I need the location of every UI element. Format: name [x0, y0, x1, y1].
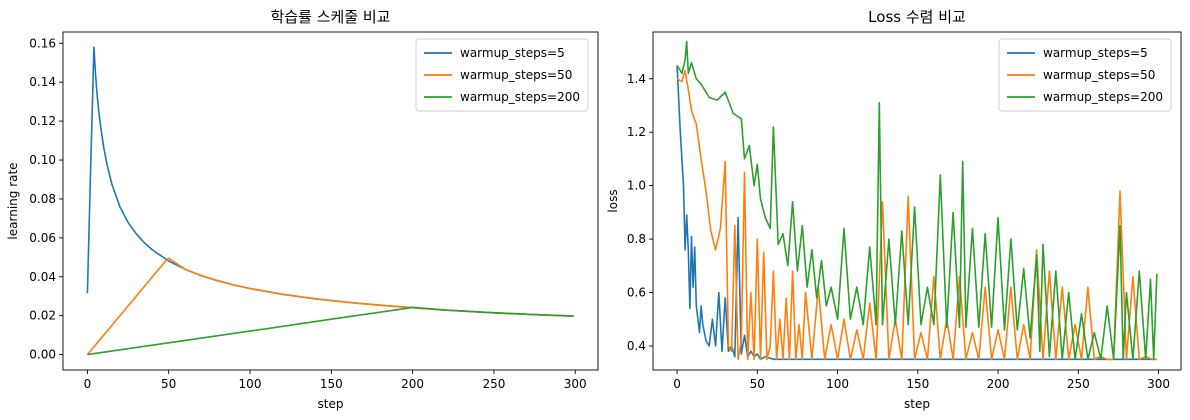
chart-panel-lr-schedule: 0 50 100 150 200 250 300 0.00 0.02 0.04 0.06 0.08 0.…	[6, 8, 599, 411]
chart-title: Loss 수렴 비교	[868, 8, 966, 26]
y-axis-label: learning rate	[6, 162, 20, 239]
y-tick-label: 0.08	[29, 192, 56, 206]
y-tick-label: 1.2	[627, 125, 646, 139]
legend-label: warmup_steps=5	[1043, 46, 1148, 60]
legend-label: warmup_steps=200	[1043, 90, 1163, 104]
x-tick-label: 50	[161, 377, 176, 391]
y-tick-label: 0.00	[29, 348, 56, 362]
chart-panel-loss-convergence: 0 50 100 150 200 250 300 0.4 0.6 0.8 1.0 1.2 1.4 Loss…	[606, 8, 1182, 411]
y-tick-label: 0.06	[29, 231, 56, 245]
x-tick-label: 100	[826, 377, 849, 391]
y-tick-label: 0.14	[29, 75, 56, 89]
x-tick-label: 200	[401, 377, 424, 391]
legend-label: warmup_steps=50	[1043, 68, 1155, 82]
x-tick-label: 250	[482, 377, 505, 391]
y-tick-label: 0.04	[29, 270, 56, 284]
legend-label: warmup_steps=5	[460, 46, 565, 60]
x-tick-label: 300	[564, 377, 587, 391]
legend: warmup_steps=5 warmup_steps=50 warmup_step…	[415, 38, 589, 112]
legend-box	[415, 38, 589, 112]
x-tick-label: 0	[84, 377, 92, 391]
legend-label: warmup_steps=200	[460, 90, 580, 104]
x-tick-label: 150	[906, 377, 929, 391]
series-line-3	[87, 306, 574, 356]
x-tick-label: 150	[320, 377, 343, 391]
x-tick-label: 100	[239, 377, 262, 391]
x-tick-label: 50	[750, 377, 765, 391]
legend: warmup_steps=5 warmup_steps=50 warmup_step…	[998, 38, 1172, 112]
legend-label: warmup_steps=50	[460, 68, 572, 82]
y-tick-label: 0.16	[29, 36, 56, 50]
y-tick-label: 1.4	[627, 72, 646, 86]
series-line-3	[676, 40, 1158, 361]
legend-box	[998, 38, 1172, 112]
x-tick-label: 300	[1147, 377, 1170, 391]
y-axis-label: loss	[606, 189, 620, 212]
series-line-2	[676, 69, 1157, 361]
x-tick-label: 200	[987, 377, 1010, 391]
y-tick-label: 0.12	[29, 114, 56, 128]
y-tick-label: 0.6	[627, 286, 646, 300]
chart-title: 학습률 스케줄 비교	[271, 8, 391, 26]
x-tick-label: 0	[673, 377, 681, 391]
y-tick-label: 1.0	[627, 179, 646, 193]
x-tick-label: 250	[1067, 377, 1090, 391]
y-tick-label: 0.02	[29, 309, 56, 323]
y-tick-label: 0.8	[627, 232, 646, 246]
plot-frame	[62, 31, 599, 371]
x-axis-label: step	[318, 397, 344, 411]
y-tick-label: 0.10	[29, 153, 56, 167]
x-axis-label: step	[904, 397, 930, 411]
y-tick-label: 0.4	[627, 339, 646, 353]
plot-frame	[652, 31, 1182, 371]
